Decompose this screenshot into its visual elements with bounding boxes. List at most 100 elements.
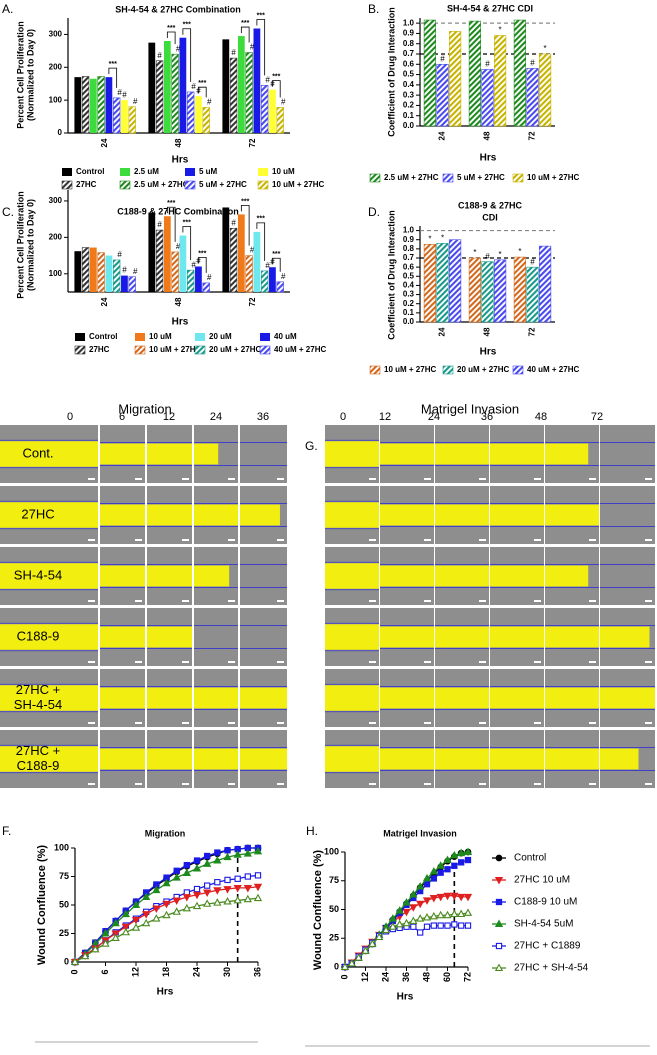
bar <box>468 20 482 127</box>
wound-area <box>490 748 544 770</box>
scale-bar <box>277 600 284 602</box>
point <box>162 878 171 887</box>
legend-swatch <box>442 365 454 375</box>
scale-bar <box>182 783 189 785</box>
scale-bar <box>479 783 486 785</box>
legend-label: 5 uM + 27HC <box>457 173 505 182</box>
significance-mark: * <box>428 234 431 243</box>
scale-bar <box>277 539 284 541</box>
significance-mark: # <box>191 82 196 91</box>
scale-bar <box>589 722 596 724</box>
point <box>152 885 161 894</box>
bracket <box>182 28 192 82</box>
panel-letter: B. <box>368 2 379 16</box>
x-tick-label: 0 <box>339 974 349 979</box>
bar <box>538 53 552 127</box>
point <box>409 904 418 912</box>
point <box>182 868 191 877</box>
significance-mark: # <box>440 54 445 63</box>
row-label: 27HC + <box>16 682 60 697</box>
legend-swatch <box>75 333 85 341</box>
bar <box>423 19 437 127</box>
point <box>450 850 459 859</box>
bar <box>179 37 187 133</box>
x-tick-label: 36 <box>401 972 411 982</box>
panel-letter: D. <box>368 205 380 219</box>
x-axis-label: Hrs <box>480 153 497 164</box>
significance-mark: # <box>207 273 212 282</box>
point <box>402 908 411 917</box>
scale-bar <box>479 661 486 663</box>
point <box>444 866 451 873</box>
point <box>436 893 445 902</box>
scale-bar <box>369 539 376 541</box>
legend-label: 27HC <box>76 180 97 189</box>
point <box>234 875 241 882</box>
bracket <box>182 226 192 261</box>
point <box>409 916 418 924</box>
x-tick-label: 72 <box>462 972 472 982</box>
wound-area <box>490 565 544 587</box>
y-tick-label: 50 <box>59 899 69 909</box>
scale-bar <box>424 722 431 724</box>
point <box>422 897 432 905</box>
chart-title: C188-9 & 27HC Combination <box>117 206 239 216</box>
point <box>395 906 404 914</box>
scale-bar <box>479 722 486 724</box>
wound-area <box>325 502 379 528</box>
point <box>254 872 262 879</box>
y-tick-label: 0.2 <box>403 299 415 308</box>
wound-area <box>435 687 489 709</box>
point <box>193 857 201 864</box>
significance-mark: # <box>117 250 122 259</box>
bracket <box>198 86 207 98</box>
significance-mark: # <box>265 75 270 84</box>
y-tick-label: 0.5 <box>403 70 415 79</box>
point <box>213 856 222 864</box>
bar <box>74 77 82 133</box>
bar <box>237 36 245 134</box>
point <box>361 946 370 954</box>
bracket-label: *** <box>109 61 117 68</box>
bar <box>81 76 90 134</box>
point <box>450 892 459 901</box>
wound-area <box>194 443 219 465</box>
point <box>395 919 404 928</box>
legend-swatch <box>369 173 381 183</box>
bar <box>481 69 494 127</box>
scale-bar <box>479 539 486 541</box>
bracket-label: *** <box>183 22 191 29</box>
point <box>183 861 190 869</box>
point <box>223 886 232 894</box>
scale-bar <box>645 539 652 541</box>
y-axis-label: (Normalized to Day 0) <box>25 29 35 121</box>
column-label: 36 <box>481 411 493 423</box>
wound-area <box>490 443 544 465</box>
legend-swatch <box>258 168 268 176</box>
bar <box>237 214 245 292</box>
significance-mark: # <box>133 97 138 106</box>
point <box>457 893 466 902</box>
x-tick-label: 24 <box>191 967 201 977</box>
bar <box>481 261 494 323</box>
legend-marker <box>494 919 504 927</box>
wound-area <box>380 565 434 587</box>
bar <box>97 76 105 134</box>
legend-swatch <box>61 180 73 190</box>
x-tick-label: 72 <box>248 138 257 147</box>
point <box>172 897 181 905</box>
point <box>463 847 473 855</box>
point <box>111 918 120 927</box>
x-axis-label: Hrs <box>157 987 174 998</box>
wound-area <box>435 565 489 587</box>
point <box>443 910 452 919</box>
wound-area <box>100 443 145 465</box>
wound-area <box>194 565 230 587</box>
scale-bar <box>135 478 142 480</box>
scale-bar <box>135 722 142 724</box>
point <box>204 852 211 860</box>
bar <box>89 78 97 133</box>
point <box>192 863 202 872</box>
bar <box>436 63 449 127</box>
bracket-label: *** <box>183 219 191 226</box>
